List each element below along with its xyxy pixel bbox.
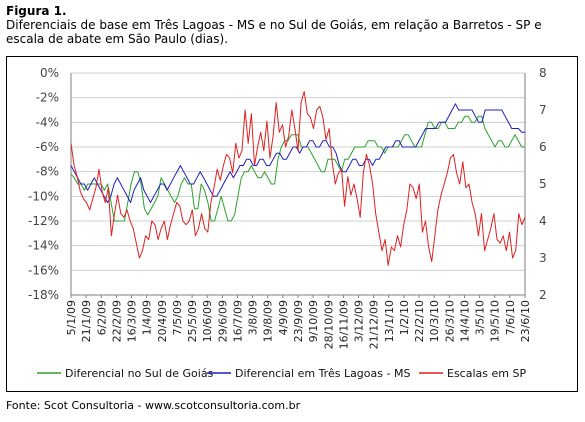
- y-left-tick-label: -6%: [36, 140, 59, 154]
- legend-label: Escalas em SP: [447, 367, 526, 380]
- x-tick-label: 22/2/10: [413, 300, 426, 342]
- y-left-tick-label: -10%: [28, 189, 59, 203]
- x-tick-label: 25/5/09: [186, 300, 199, 342]
- y-left-tick-label: -8%: [36, 165, 59, 179]
- x-tick-label: 3/12/09: [353, 300, 366, 342]
- legend-label: Diferencial no Sul de Goiás: [65, 367, 214, 380]
- y-right-tick-label: 4: [539, 214, 547, 228]
- x-tick-label: 21/12/09: [368, 300, 381, 349]
- y-left-tick-label: -16%: [28, 263, 59, 277]
- chart-frame: 0% -2% -4% -6% -8% -10% -12% -14% -16% -18% 8 7 6 5 4 3…: [6, 56, 578, 392]
- y-left-tick-label: -18%: [28, 288, 59, 302]
- legend-label: Diferencial em Três Lagoas - MS: [235, 367, 410, 380]
- x-tick-label: 23/9/09: [292, 300, 305, 342]
- y-right-tick-label: 3: [539, 251, 547, 265]
- x-tick-label: 14/4/10: [458, 300, 471, 342]
- x-tick-label: 28/10/09: [322, 300, 335, 349]
- line-chart: 0% -2% -4% -6% -8% -10% -12% -14% -16% -18% 8 7 6 5 4 3…: [28, 66, 547, 380]
- x-tick-label: 10/3/10: [428, 300, 441, 342]
- x-tick-label: 20/4/09: [156, 300, 169, 342]
- x-tick-label: 9/10/09: [307, 300, 320, 342]
- x-tick-label: 13/1/10: [383, 300, 396, 342]
- x-tick-label: 16/7/09: [231, 300, 244, 342]
- x-tick-label: 1/2/10: [398, 300, 411, 335]
- x-tick-label: 19/8/09: [262, 300, 275, 342]
- series-line-3: [70, 91, 526, 266]
- x-tick-label: 6/2/09: [95, 300, 108, 335]
- source-note: Fonte: Scot Consultoria - www.scotconsul…: [6, 399, 301, 412]
- x-tick-label: 26/3/10: [443, 300, 456, 342]
- x-tick-label: 5/1/09: [65, 300, 78, 335]
- x-tick-label: 23/6/10: [519, 300, 532, 342]
- y-left-tick-label: -2%: [36, 91, 59, 105]
- x-tick-label: 4/9/09: [277, 300, 290, 335]
- y-left-tick-label: -4%: [36, 115, 59, 129]
- y-right-tick-label: 6: [539, 140, 547, 154]
- x-tick-label: 7/6/10: [504, 300, 517, 335]
- x-tick-label: 3/8/09: [247, 300, 260, 335]
- y-left-tick-label: -14%: [28, 239, 59, 253]
- x-tick-label: 22/2/09: [110, 300, 123, 342]
- y-right-tick-label: 5: [539, 177, 547, 191]
- x-tick-label: 29/6/09: [216, 300, 229, 342]
- series-line-2: [70, 103, 525, 203]
- y-right-tick-label: 8: [539, 66, 547, 80]
- figure-heading: Figura 1. Diferenciais de base em Três L…: [6, 4, 581, 46]
- y-right-tick-label: 7: [539, 103, 547, 117]
- x-tick-label: 10/6/09: [201, 300, 214, 342]
- series-line-1: [70, 115, 525, 222]
- x-tick-label: 21/1/09: [80, 300, 93, 342]
- x-tick-label: 1/4/09: [141, 300, 154, 335]
- x-tick-label: 16/3/09: [126, 300, 139, 342]
- figure-label: Figura 1.: [6, 4, 67, 18]
- y-left-tick-label: 0%: [40, 66, 59, 80]
- x-tick-label: 16/11/09: [337, 300, 350, 349]
- y-right-tick-label: 2: [539, 288, 547, 302]
- figure-caption: Diferenciais de base em Três Lagoas - MS…: [6, 18, 542, 46]
- x-tick-label: 19/5/10: [489, 300, 502, 342]
- y-left-tick-label: -12%: [28, 214, 59, 228]
- x-tick-label: 7/5/09: [171, 300, 184, 335]
- x-tick-label: 3/5/10: [474, 300, 487, 335]
